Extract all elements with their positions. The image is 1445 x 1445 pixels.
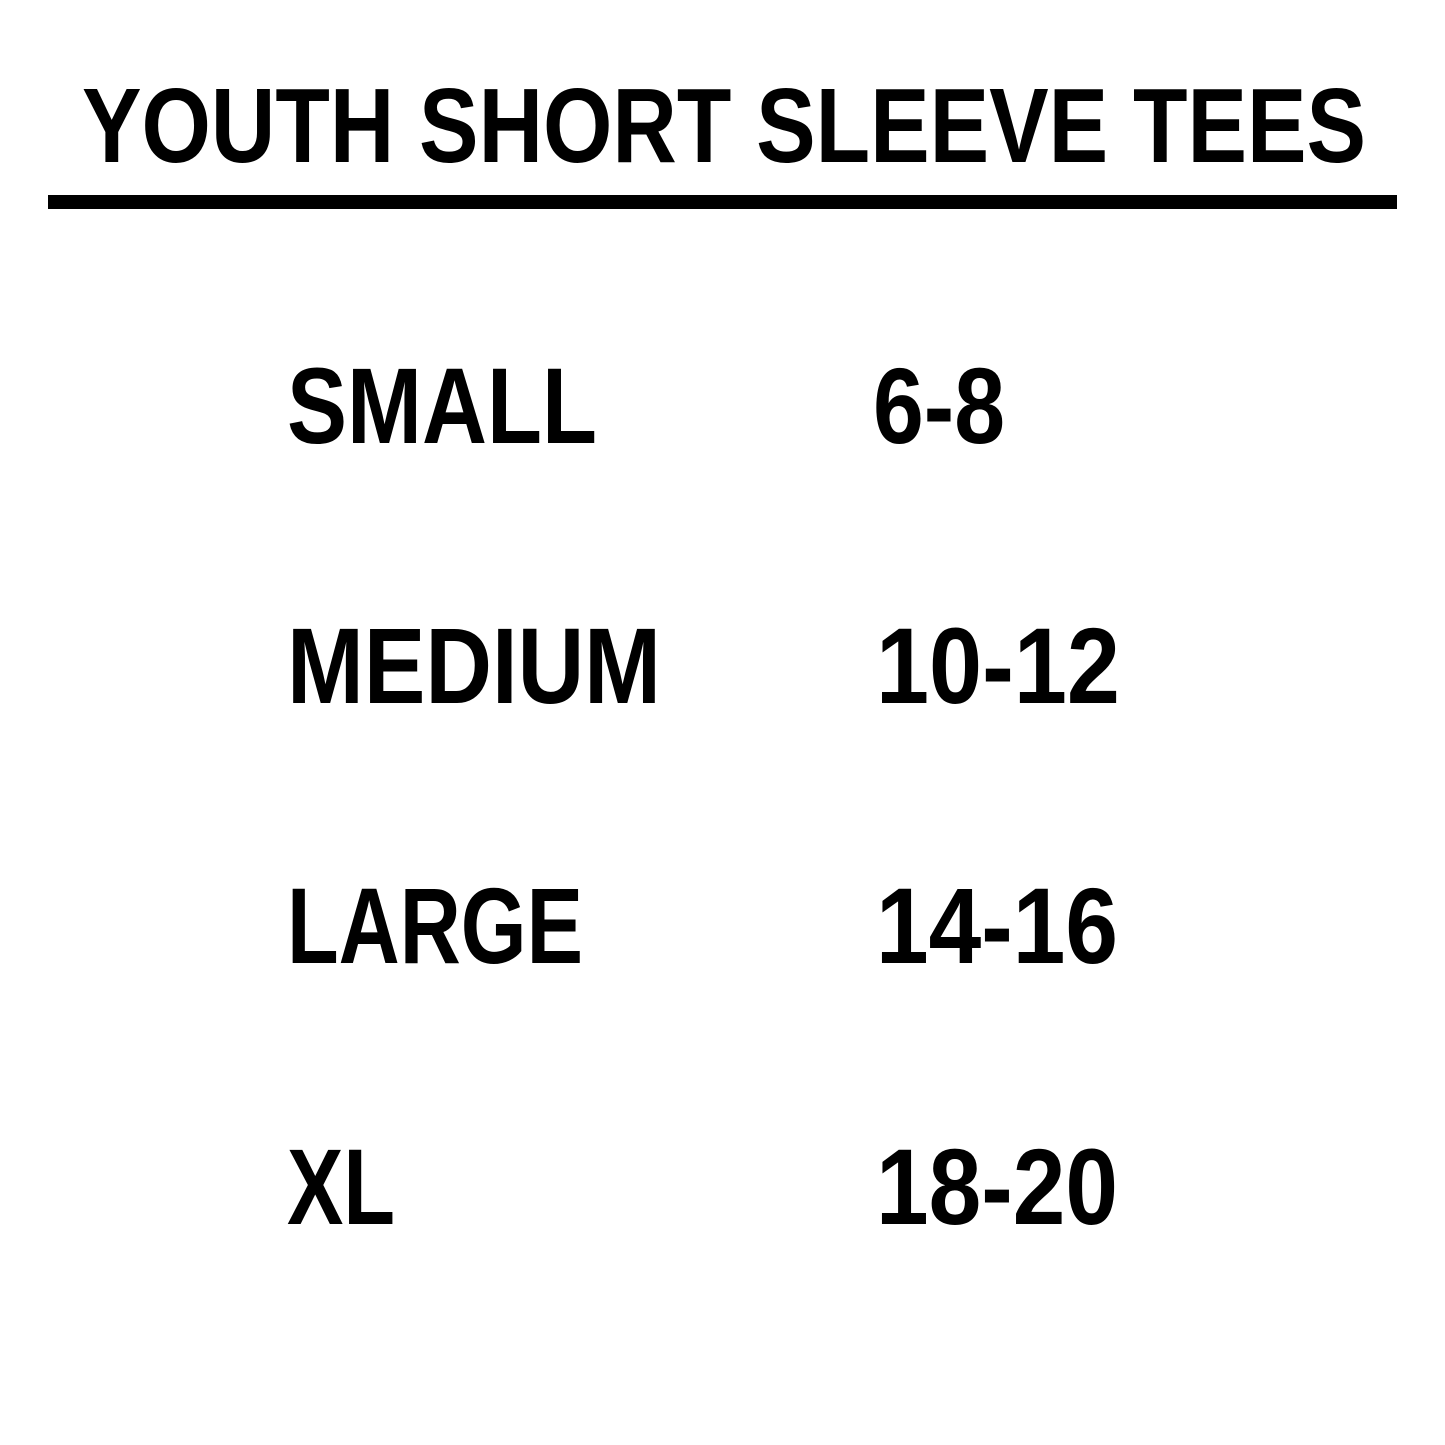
size-row: XL 18-20 xyxy=(287,1126,1118,1247)
size-range: 10-12 xyxy=(876,605,1120,726)
size-label: MEDIUM xyxy=(287,605,661,726)
size-row: SMALL 6-8 xyxy=(287,345,1005,466)
size-row: LARGE 14-16 xyxy=(287,865,1118,986)
size-range: 6-8 xyxy=(873,345,1005,466)
size-range: 18-20 xyxy=(876,1126,1118,1247)
title-underline xyxy=(48,195,1397,209)
size-row: MEDIUM 10-12 xyxy=(287,605,1120,726)
page-title: YOUTH SHORT SLEEVE TEES xyxy=(82,67,1366,185)
size-label: XL xyxy=(287,1126,395,1247)
size-label: SMALL xyxy=(287,345,597,466)
size-label: LARGE xyxy=(287,865,583,986)
size-range: 14-16 xyxy=(876,865,1118,986)
